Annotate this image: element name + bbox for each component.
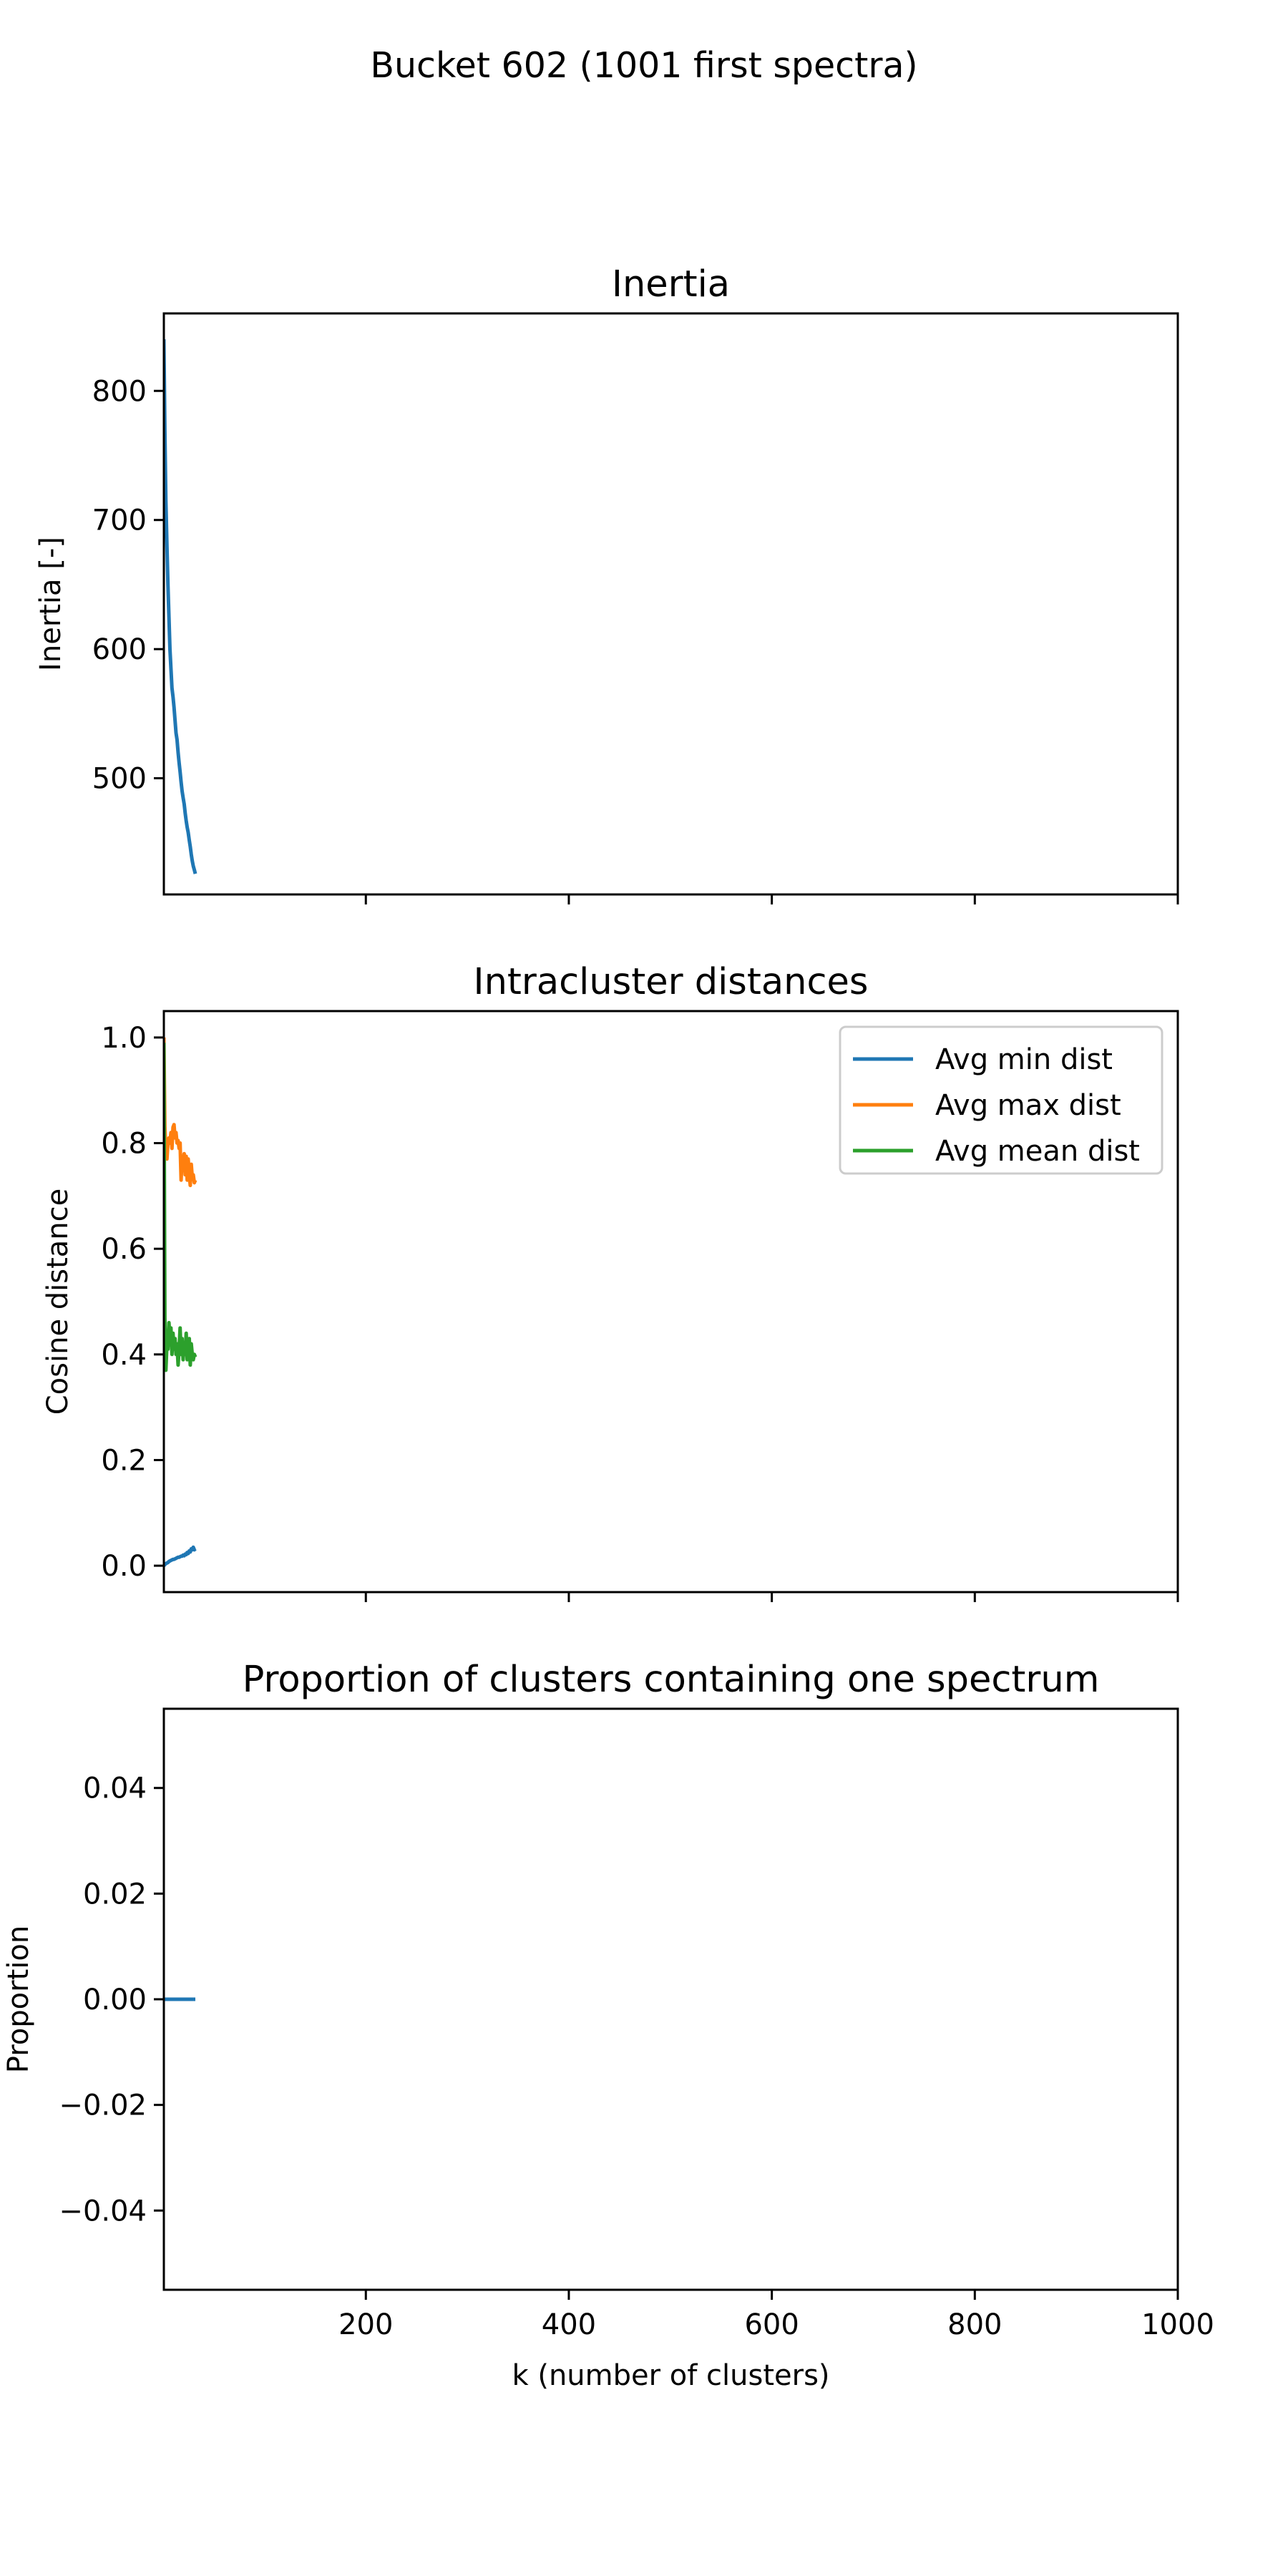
subplot-1: Inertia 500 600 700 800 Inertia [-]: [34, 263, 1179, 904]
y-tick-label: 0.4: [101, 1339, 147, 1372]
plot-frame: [162, 312, 1179, 896]
plot-frame: [162, 1010, 1179, 1594]
figure-title: Bucket 602 (1001 first spectra): [370, 45, 917, 86]
series-line-1: [164, 1545, 197, 1567]
subplot-title: Intracluster distances: [474, 961, 869, 1003]
y-tick-label: −0.02: [59, 2089, 147, 2122]
y-tick-label: 1.0: [101, 1022, 147, 1055]
y-axis-label: Inertia [-]: [34, 537, 67, 671]
series-line-1: [164, 339, 197, 874]
y-tick-label: 800: [92, 375, 147, 408]
y-axis-label: Proportion: [2, 1926, 35, 2073]
y-tick-label: 0.02: [83, 1878, 147, 1911]
x-tick-label: 200: [338, 2308, 393, 2341]
subplots: Inertia 500 600 700 800 Inertia [-] Intraclust…: [2, 263, 1214, 2392]
subplot-title: Proportion of clusters containing one sp…: [243, 1659, 1100, 1701]
subplot-3: Proportion of clusters containing one sp…: [2, 1659, 1214, 2392]
plot-frame: [162, 1707, 1179, 2291]
y-tick-label: 0.6: [101, 1233, 147, 1266]
series-line-2: [164, 1037, 197, 1188]
subplot-2: Intracluster distances 0.0 0.2 0.4 0.6 0.8 1.0…: [42, 961, 1179, 1602]
y-tick-label: 600: [92, 633, 147, 666]
y-tick-label: −0.04: [59, 2195, 147, 2228]
subplot-title: Inertia: [612, 263, 730, 306]
x-tick-label: 600: [744, 2308, 799, 2341]
x-tick-label: 1000: [1141, 2308, 1214, 2341]
y-tick-label: 0.0: [101, 1550, 147, 1583]
y-tick-label: 0.2: [101, 1444, 147, 1477]
legend: Avg min dist Avg max dist Avg mean dist: [839, 1025, 1163, 1175]
y-tick-label: 500: [92, 763, 147, 796]
y-tick-label: 0.04: [83, 1772, 147, 1805]
legend-label: Avg max dist: [935, 1089, 1121, 1122]
legend-label: Avg mean dist: [935, 1135, 1140, 1168]
y-tick-label: 0.00: [83, 1984, 147, 2016]
x-tick-label: 400: [542, 2308, 596, 2341]
x-axis-label: k (number of clusters): [512, 2359, 829, 2392]
y-axis-label: Cosine distance: [42, 1189, 74, 1415]
y-tick-label: 0.8: [101, 1128, 147, 1161]
series-line-3: [164, 1043, 197, 1372]
y-tick-label: 700: [92, 504, 147, 537]
legend-label: Avg min dist: [935, 1043, 1113, 1076]
x-tick-label: 800: [947, 2308, 1002, 2341]
legend-box: [839, 1025, 1163, 1175]
